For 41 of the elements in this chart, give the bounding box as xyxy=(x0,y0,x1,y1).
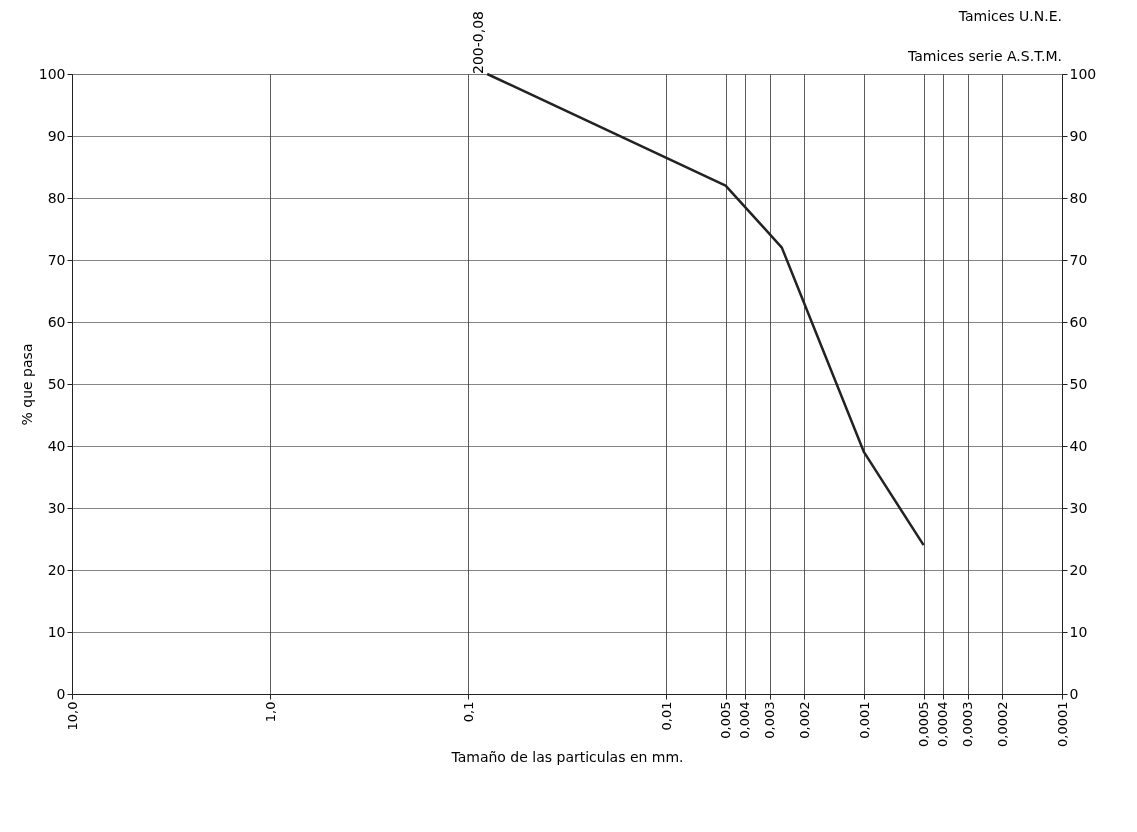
x-tick-label: 0,0003 xyxy=(960,701,976,747)
y-tick-label: 60 xyxy=(47,313,66,330)
y-tick-label: 30 xyxy=(47,499,66,516)
y-tick-label: 90 xyxy=(47,127,66,144)
x-tick-label: 0,1 xyxy=(460,701,476,723)
x-tick-label: 0,003 xyxy=(762,701,778,739)
x-tick-label: 10,0 xyxy=(64,701,80,731)
x-tick-label: 0,005 xyxy=(718,701,734,739)
x-tick-label: 0,0002 xyxy=(994,701,1010,747)
y-tick-label: 80 xyxy=(47,189,66,206)
y2-tick-label: 70 xyxy=(1069,251,1088,268)
y-tick-label: 50 xyxy=(47,375,66,392)
y2-tick-label: 30 xyxy=(1069,499,1088,516)
x-tick-label: 1,0 xyxy=(262,701,278,723)
y2-tick-label: 90 xyxy=(1069,127,1088,144)
annotation: 200-0,08 xyxy=(470,11,487,74)
y2-tick-label: 60 xyxy=(1069,313,1088,330)
y-tick-label: 20 xyxy=(47,561,66,578)
y-tick-label: 40 xyxy=(47,437,66,454)
x-tick-label: 0,0001 xyxy=(1054,701,1070,747)
x-axis-title: Tamaño de las particulas en mm. xyxy=(450,748,684,765)
x-tick-label: 0,001 xyxy=(856,701,872,739)
y2-tick-label: 80 xyxy=(1069,189,1088,206)
x-tick-label: 0,0004 xyxy=(935,701,951,747)
y-tick-label: 70 xyxy=(47,251,66,268)
y2-tick-label: 20 xyxy=(1069,561,1088,578)
x-tick-label: 0,0005 xyxy=(916,701,932,747)
y-tick-label: 0 xyxy=(56,685,66,702)
y2-tick-label: 40 xyxy=(1069,437,1088,454)
y-axis-title: % que pasa xyxy=(18,343,35,426)
y2-tick-label: 10 xyxy=(1069,623,1088,640)
x-tick-label: 0,01 xyxy=(658,701,674,731)
text: Tamices serie A.S.T.M. xyxy=(907,48,1062,64)
y-tick-label: 10 xyxy=(47,623,66,640)
y2-tick-label: 100 xyxy=(1069,65,1097,82)
x-tick-label: 0,002 xyxy=(796,701,812,739)
x-tick-label: 0,004 xyxy=(737,701,753,739)
y-tick-label: 100 xyxy=(38,65,66,82)
text: Tamices U.N.E. xyxy=(957,8,1062,24)
y2-tick-label: 50 xyxy=(1069,375,1088,392)
y2-tick-label: 0 xyxy=(1069,685,1079,702)
